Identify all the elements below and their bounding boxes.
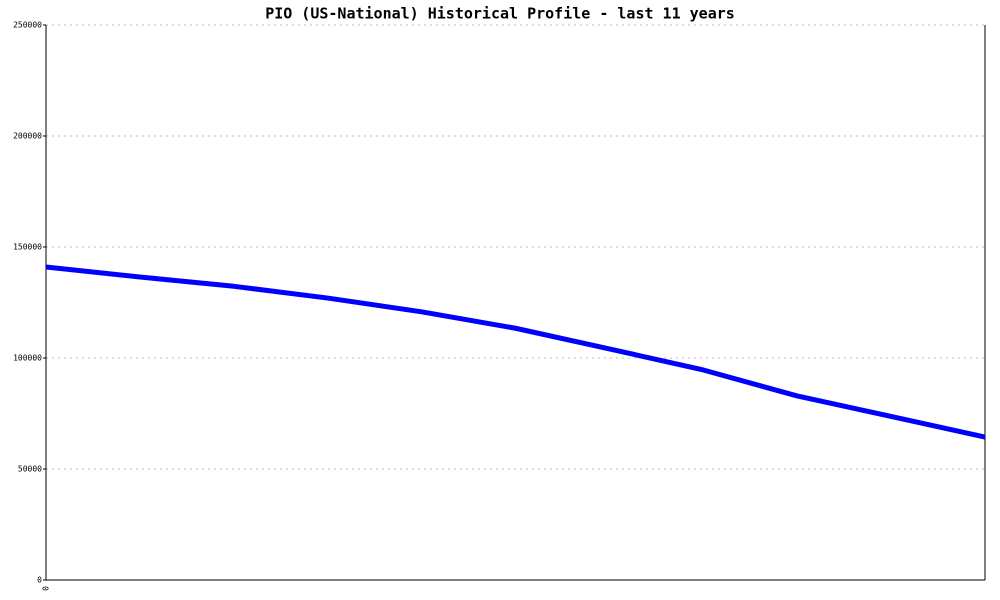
- chart-title: PIO (US-National) Historical Profile - l…: [265, 5, 735, 23]
- y-tick-label: 200000: [13, 132, 42, 141]
- data-line: [45, 264, 986, 440]
- y-tick-label: 150000: [13, 243, 42, 252]
- y-tick-label: 50000: [18, 465, 42, 474]
- y-tick-label: 100000: [13, 354, 42, 363]
- y-tick-label: 0: [37, 576, 42, 585]
- x-tick-label: 0: [42, 586, 51, 591]
- y-tick-label: 250000: [13, 21, 42, 30]
